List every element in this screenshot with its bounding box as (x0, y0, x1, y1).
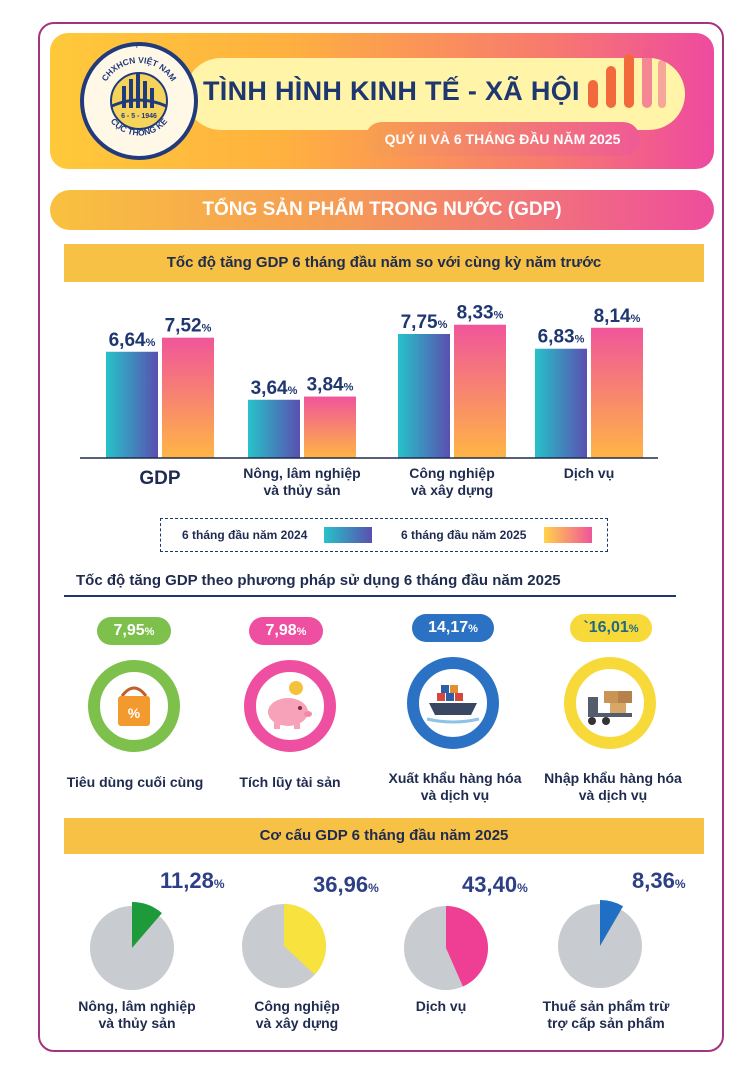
bar-2024-2 (398, 334, 450, 458)
bar-chart-header (64, 244, 704, 282)
pie-slice-0 (132, 902, 162, 948)
bar-value-label-2024-2: 7,75% (401, 312, 448, 333)
bar-value-label-2025-1: 3,84% (307, 375, 354, 396)
expenditure-underline (64, 595, 676, 597)
capital-formation-value-pill: 7,98% (249, 617, 323, 645)
pie-slice-1 (284, 904, 326, 975)
bar-value-label-2024-1: 3,64% (251, 378, 298, 399)
section-banner (50, 190, 714, 230)
bar-value-label-2025-3: 8,14% (594, 306, 641, 327)
bar-chart-legend (160, 518, 608, 552)
pie-slice-3 (600, 900, 624, 946)
category-label-3: Dịch vụ (564, 465, 615, 481)
shopping-bag-icon: % (118, 686, 150, 726)
section-title: TỔNG SẢN PHẨM TRONG NƯỚC (GDP) (202, 199, 562, 220)
statistics-office-logo: CHXHCN VIỆT NAM CHXHCN VIỆT NAM 6 - 5 - … (80, 42, 198, 160)
pie-value-taxes: 8,36% (632, 868, 686, 893)
title-box (185, 58, 685, 130)
structure-title: Cơ cấu GDP 6 tháng đầu năm 2025 (259, 827, 509, 844)
bar-2025-3 (591, 327, 643, 458)
capital-formation-label: Tích lũy tài sản (239, 774, 341, 790)
exports-ring (407, 657, 499, 749)
pie-label-taxes: Thuế sản phẩm trừ trợ cấp sản phẩm (542, 998, 670, 1031)
gdp-growth-bar-chart: 6,64% 7,52% 3,64% 3,84% 7,75% 8,33% 6,83% 8,14%… (80, 303, 658, 498)
pie-value-industry: 36,96% (313, 872, 379, 897)
bar-2025-2 (454, 324, 506, 458)
imports-label: Nhập khẩu hàng hóa và dịch vụ (544, 770, 682, 803)
bar-2024-0 (106, 351, 158, 458)
imports-ring (564, 657, 656, 749)
bar-2025-0 (162, 337, 214, 458)
pie-label-agriculture: Nông, lâm nghiệp và thủy sản (78, 998, 196, 1031)
bar-2025-1 (304, 396, 356, 458)
category-label-2: Công nghiệp và xây dựng (409, 465, 495, 498)
piggy-bank-icon (268, 681, 312, 729)
bar-chart-title: Tốc độ tăng GDP 6 tháng đầu năm so với c… (166, 254, 602, 271)
pie-value-agriculture: 11,28% (160, 868, 225, 893)
bar-value-label-2025-0: 7,52% (165, 316, 212, 337)
consumption-label: Tiêu dùng cuối cùng (66, 774, 204, 790)
bar-2024-1 (248, 399, 300, 458)
consumption-value-pill: 7,95% (97, 617, 171, 645)
exports-label: Xuất khẩu hàng hóa và dịch vụ (388, 770, 522, 803)
logo-date: 6 - 5 - 1946 (121, 113, 157, 120)
legend-label-2025: 6 tháng đầu năm 2025 (401, 528, 527, 542)
structure-header (64, 818, 704, 854)
legend-swatch-2024 (324, 527, 372, 543)
pie-value-services: 43,40% (462, 872, 528, 897)
pie-3 (558, 900, 642, 988)
logo-seal-icon: CHXHCN VIỆT NAM CHXHCN VIỆT NAM 6 - 5 - … (84, 46, 189, 151)
subtitle-pill (365, 122, 640, 156)
imports-value-pill: `16,01% (570, 614, 652, 642)
pie-slice-2 (446, 906, 489, 987)
exports-value-pill: 14,17% (412, 614, 494, 642)
bar-value-label-2024-0: 6,64% (109, 330, 156, 351)
pie-label-services: Dịch vụ (415, 998, 467, 1014)
svg-text:%: % (128, 705, 141, 721)
category-label-0: GDP (139, 468, 181, 489)
cargo-ship-icon (426, 685, 480, 724)
bar-chart-icon (588, 48, 666, 108)
legend-swatch-2025 (544, 527, 592, 543)
expenditure-heading: Tốc độ tăng GDP theo phương pháp sử dụng… (76, 572, 561, 589)
page-subtitle: QUÝ II VÀ 6 THÁNG ĐẦU NĂM 2025 (384, 131, 621, 147)
logo-top-text: CHXHCN VIỆT NAM (84, 46, 168, 48)
bar-2024-3 (535, 348, 587, 458)
category-label-1: Nông, lâm nghiệp và thủy sản (243, 465, 360, 498)
bar-value-label-2025-2: 8,33% (457, 303, 504, 324)
forklift-boxes-icon (588, 691, 632, 725)
consumption-ring: % (88, 660, 180, 752)
page-title: TÌNH HÌNH KINH TẾ - XÃ HỘI (203, 76, 580, 106)
pie-label-industry: Công nghiệp và xây dựng (254, 998, 340, 1031)
pie-0 (90, 902, 174, 990)
legend-label-2024: 6 tháng đầu năm 2024 (182, 528, 308, 542)
capital-formation-ring (244, 660, 336, 752)
pie-2 (404, 906, 489, 990)
gdp-structure-pies (90, 900, 642, 990)
pie-1 (242, 904, 326, 988)
bar-value-label-2024-3: 6,83% (538, 327, 585, 348)
